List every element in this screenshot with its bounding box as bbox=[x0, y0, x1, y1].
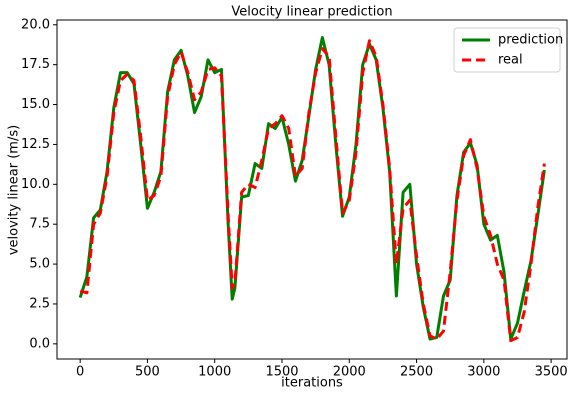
x-tick-label: 500 bbox=[135, 365, 160, 380]
legend-label: prediction bbox=[498, 33, 563, 48]
y-tick-label: 20.0 bbox=[21, 17, 50, 32]
line-series bbox=[78, 36, 546, 341]
y-tick-label: 7.5 bbox=[29, 217, 50, 232]
x-axis-label: iterations bbox=[281, 376, 343, 391]
x-tick-label: 0 bbox=[76, 365, 84, 380]
y-tick-label: 12.5 bbox=[21, 137, 50, 152]
y-tick-label: 5.0 bbox=[29, 257, 50, 272]
y-axis-label: velovity linear (m/s) bbox=[7, 125, 22, 255]
x-tick-label: 1000 bbox=[198, 365, 231, 380]
y-tick-label: 17.5 bbox=[21, 57, 50, 72]
y-tick-label: 15.0 bbox=[21, 97, 50, 112]
y-tick-label: 0.0 bbox=[29, 336, 50, 351]
x-tick-label: 3500 bbox=[535, 365, 568, 380]
plot-frame bbox=[56, 19, 568, 360]
chart-title: Velocity linear prediction bbox=[231, 5, 392, 20]
y-tick-label: 10.0 bbox=[21, 177, 50, 192]
x-tick-label: 2500 bbox=[400, 365, 433, 380]
x-tick-label: 2000 bbox=[333, 365, 366, 380]
legend-label: real bbox=[498, 53, 523, 68]
x-tick-label: 1500 bbox=[265, 365, 298, 380]
y-tick-label: 2.5 bbox=[29, 296, 50, 311]
line-series bbox=[79, 39, 546, 343]
x-tick-label: 3000 bbox=[467, 365, 500, 380]
